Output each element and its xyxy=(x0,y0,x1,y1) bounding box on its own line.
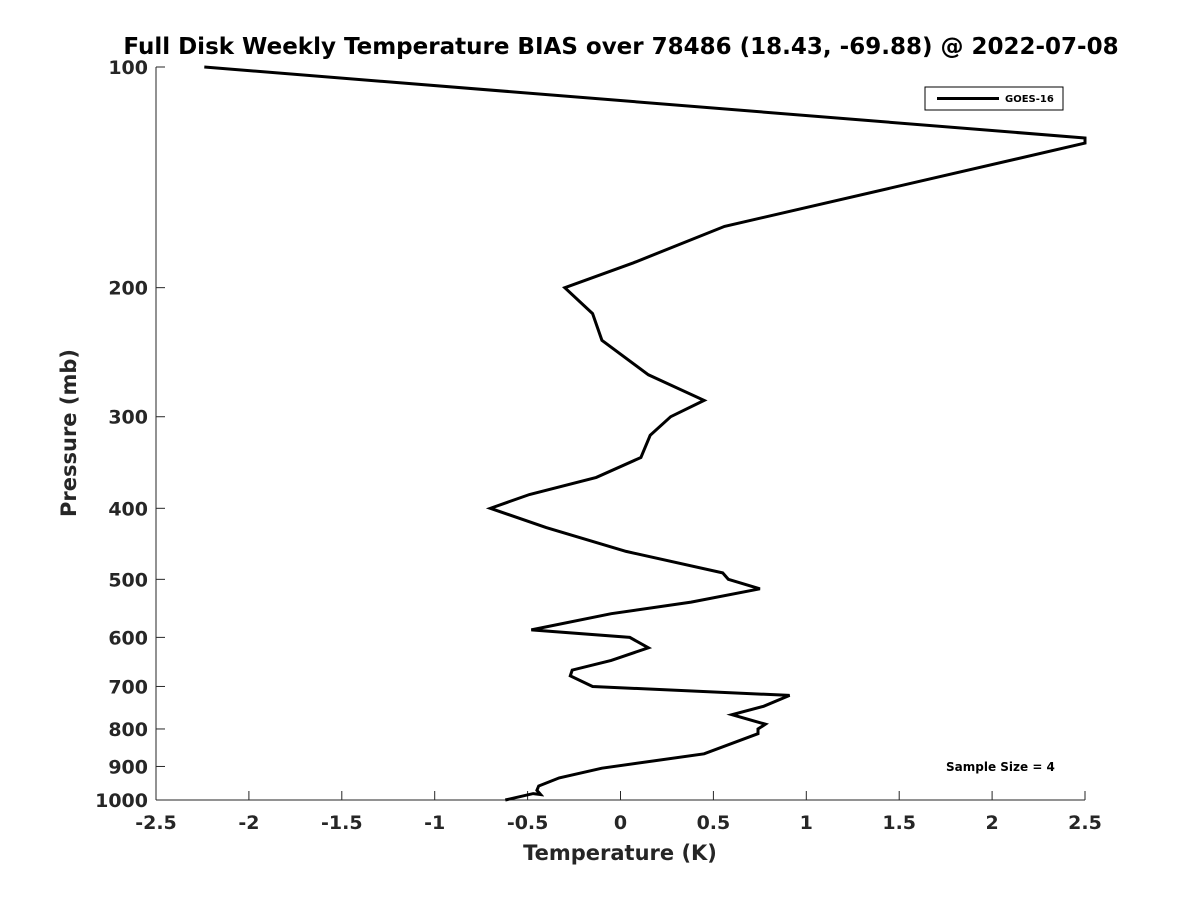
y-tick-label: 100 xyxy=(108,57,148,79)
x-tick-label: 0.5 xyxy=(697,812,731,834)
y-tick-label: 300 xyxy=(108,407,148,429)
x-axis-label: Temperature (K) xyxy=(523,841,717,865)
y-tick-label: 500 xyxy=(108,569,148,591)
plot-area xyxy=(156,67,1085,800)
y-tick-label: 800 xyxy=(108,719,148,741)
y-tick-label: 700 xyxy=(108,676,148,698)
chart-title: Full Disk Weekly Temperature BIAS over 7… xyxy=(123,34,1118,60)
x-tick-label: 0 xyxy=(614,812,627,834)
legend-label-goes-16: GOES-16 xyxy=(1005,94,1054,105)
x-tick-label: -2 xyxy=(238,812,259,834)
y-tick-label: 200 xyxy=(108,278,148,300)
x-tick-label: 1 xyxy=(800,812,813,834)
x-tick-label: -1.5 xyxy=(321,812,363,834)
x-tick-label: 2 xyxy=(985,812,998,834)
axes xyxy=(155,66,1086,801)
y-tick-label: 900 xyxy=(108,756,148,778)
x-tick-label: 2.5 xyxy=(1068,812,1102,834)
y-tick-labels: 100 200 300 400 500 600 700 800 900 1000 xyxy=(95,57,148,812)
sample-size-annotation: Sample Size = 4 xyxy=(946,760,1055,774)
legend: GOES-16 xyxy=(924,86,1064,111)
x-tick-label: -1 xyxy=(424,812,445,834)
y-tick-label: 400 xyxy=(108,498,148,520)
series-goes-16 xyxy=(204,65,1087,802)
x-tick-label: -0.5 xyxy=(507,812,549,834)
x-tick-labels: -2.5 -2 -1.5 -1 -0.5 0 0.5 1 1.5 2 2.5 xyxy=(135,812,1102,834)
y-axis-label: Pressure (mb) xyxy=(57,349,81,517)
x-tick-label: -2.5 xyxy=(135,812,177,834)
series-line xyxy=(204,65,1087,802)
y-tick-label: 1000 xyxy=(95,790,148,812)
y-tick-label: 600 xyxy=(108,627,148,649)
x-tick-label: 1.5 xyxy=(882,812,916,834)
